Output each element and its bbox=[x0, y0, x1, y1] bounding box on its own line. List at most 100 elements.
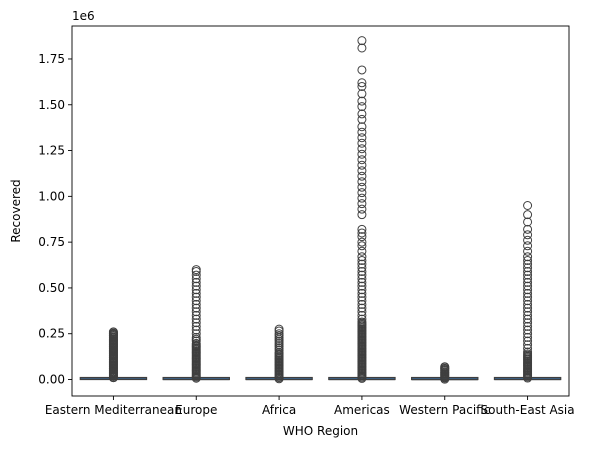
outlier-point bbox=[523, 217, 533, 227]
outlier-point bbox=[357, 277, 367, 287]
outlier-point bbox=[357, 78, 367, 88]
outlier-point bbox=[191, 318, 201, 328]
outlier-point bbox=[357, 155, 367, 165]
y-tick-label: 0.75 bbox=[38, 235, 65, 249]
outlier-point bbox=[191, 270, 201, 280]
outlier-point bbox=[523, 252, 533, 262]
outlier-point bbox=[357, 65, 367, 75]
x-tick-label: Western Pacific bbox=[399, 403, 490, 417]
outlier-point bbox=[357, 171, 367, 181]
box-group-eastern-mediterranean bbox=[79, 327, 148, 383]
outlier-point bbox=[523, 318, 533, 328]
axis-layer: 0.00 0.25 0.50 0.75 1.00 1.25 1.50 1.75 Eastern … bbox=[38, 52, 574, 417]
outlier-point bbox=[357, 310, 367, 320]
outlier-point bbox=[523, 343, 533, 353]
outlier-point bbox=[523, 285, 533, 295]
outlier-point bbox=[191, 292, 201, 302]
outlier-point bbox=[357, 199, 367, 209]
x-tick-label: Eastern Mediterranean bbox=[45, 403, 182, 417]
box-group-europe bbox=[162, 265, 230, 383]
outlier-point bbox=[523, 241, 533, 251]
outlier-point bbox=[357, 81, 367, 91]
outlier-point bbox=[523, 321, 533, 331]
outlier-point bbox=[108, 327, 118, 337]
x-axis-label: WHO Region bbox=[283, 424, 358, 438]
outlier-point bbox=[523, 314, 533, 324]
outlier-point bbox=[191, 265, 201, 275]
outlier-point bbox=[523, 347, 533, 357]
outlier-point bbox=[191, 307, 201, 317]
outlier-point bbox=[523, 310, 533, 320]
outlier-point bbox=[357, 127, 367, 137]
y-tick-label: 1.50 bbox=[38, 98, 65, 112]
outlier-point bbox=[191, 281, 201, 291]
outlier-point bbox=[357, 296, 367, 306]
y-tick-label: 0.00 bbox=[38, 373, 65, 387]
outlier-point bbox=[523, 325, 533, 335]
y-tick-label: 1.00 bbox=[38, 189, 65, 203]
outlier-point bbox=[357, 241, 367, 251]
outlier-point bbox=[440, 362, 450, 372]
y-tick-label: 0.50 bbox=[38, 281, 65, 295]
outlier-point bbox=[191, 274, 201, 284]
outlier-point bbox=[357, 144, 367, 154]
outlier-point bbox=[523, 263, 533, 273]
x-tick-label: South-East Asia bbox=[481, 403, 575, 417]
outlier-point bbox=[523, 210, 533, 220]
outlier-point bbox=[357, 266, 367, 276]
outlier-point bbox=[523, 288, 533, 298]
outlier-point bbox=[357, 285, 367, 295]
outlier-point bbox=[523, 281, 533, 291]
outlier-point bbox=[357, 274, 367, 284]
outlier-point bbox=[357, 210, 367, 220]
outlier-point bbox=[357, 114, 367, 124]
box-group-africa bbox=[245, 324, 313, 384]
outlier-point bbox=[523, 235, 533, 245]
outlier-point bbox=[357, 133, 367, 143]
outlier-point bbox=[357, 204, 367, 214]
outlier-point bbox=[523, 336, 533, 346]
outlier-point bbox=[523, 299, 533, 309]
outlier-point bbox=[191, 303, 201, 313]
outlier-point bbox=[357, 259, 367, 269]
outlier-point bbox=[357, 166, 367, 176]
outlier-point bbox=[191, 299, 201, 309]
outlier-point bbox=[523, 246, 533, 256]
outlier-point bbox=[191, 310, 201, 320]
outlier-point bbox=[357, 109, 367, 119]
outlier-point bbox=[357, 270, 367, 280]
y-axis-label: Recovered bbox=[9, 179, 23, 242]
outlier-point bbox=[523, 303, 533, 313]
outlier-point bbox=[357, 255, 367, 265]
outlier-point bbox=[523, 332, 533, 342]
outlier-point bbox=[523, 266, 533, 276]
outlier-point bbox=[357, 102, 367, 112]
outlier-point bbox=[523, 329, 533, 339]
outlier-point bbox=[357, 314, 367, 324]
outlier-point bbox=[191, 325, 201, 335]
outlier-point bbox=[357, 317, 367, 327]
outlier-point bbox=[357, 96, 367, 106]
outlier-point bbox=[523, 230, 533, 240]
x-tick-label: Africa bbox=[262, 403, 296, 417]
outlier-point bbox=[357, 160, 367, 170]
outlier-point bbox=[191, 321, 201, 331]
outlier-point bbox=[523, 277, 533, 287]
outlier-point bbox=[357, 246, 367, 256]
outlier-point bbox=[523, 340, 533, 350]
box-group-americas bbox=[328, 36, 396, 383]
outlier-point bbox=[523, 274, 533, 284]
y-tick-label: 0.25 bbox=[38, 327, 65, 341]
outlier-point bbox=[523, 296, 533, 306]
outlier-point bbox=[191, 329, 201, 339]
outlier-point bbox=[357, 43, 367, 53]
outlier-point bbox=[523, 259, 533, 269]
outlier-point bbox=[357, 307, 367, 317]
axes-frame bbox=[71, 25, 570, 397]
outlier-point bbox=[357, 122, 367, 132]
outlier-point bbox=[357, 252, 367, 262]
outlier-point bbox=[357, 237, 367, 247]
